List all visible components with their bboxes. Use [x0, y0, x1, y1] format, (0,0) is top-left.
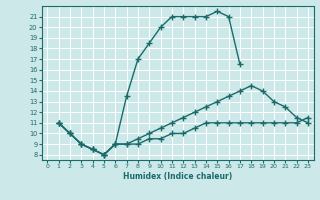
X-axis label: Humidex (Indice chaleur): Humidex (Indice chaleur) [123, 172, 232, 181]
